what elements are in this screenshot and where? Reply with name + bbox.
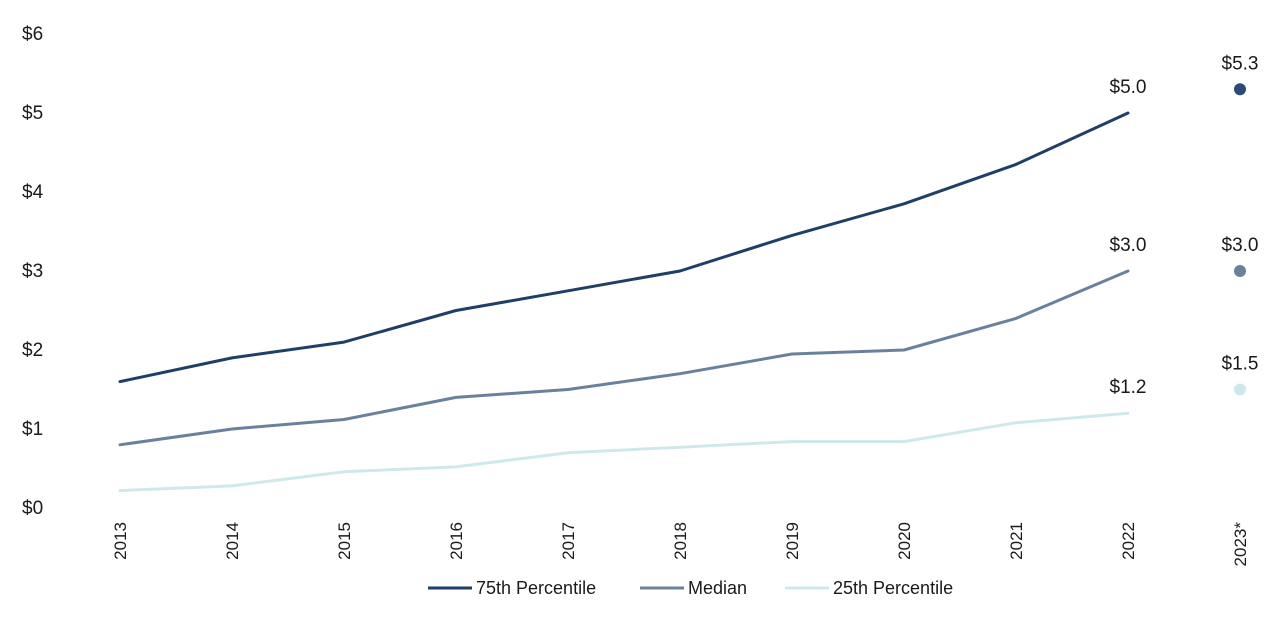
series-line xyxy=(118,269,1130,447)
data-label: $3.0 xyxy=(1110,235,1147,256)
y-axis: $0 $1 $2 $3 $4 $5 $6 xyxy=(22,24,44,519)
end-labels: $5.0 $3.0 $1.2 xyxy=(1110,77,1147,398)
data-label: $5.3 xyxy=(1222,53,1259,74)
x-tick-label: 2021 xyxy=(1007,522,1026,560)
x-tick-label: 2017 xyxy=(559,522,578,560)
x-tick-label: 2014 xyxy=(223,522,242,560)
y-tick-label: $4 xyxy=(22,182,44,203)
y-tick-label: $1 xyxy=(22,419,43,440)
data-label: $5.0 xyxy=(1110,77,1147,98)
projection-point xyxy=(1234,383,1246,396)
x-tick-label: 2015 xyxy=(335,522,354,560)
x-tick-label: 2023* xyxy=(1231,522,1250,567)
legend: 75th Percentile Median 25th Percentile xyxy=(428,578,953,598)
x-axis: 2013 2014 2015 2016 2017 2018 2019 2020 2021 2022… xyxy=(111,522,1250,567)
data-label: $1.2 xyxy=(1110,377,1147,398)
legend-label: 25th Percentile xyxy=(833,578,953,598)
x-tick-label: 2016 xyxy=(447,522,466,560)
y-tick-label: $2 xyxy=(22,340,43,361)
legend-item: 25th Percentile xyxy=(785,578,953,598)
series-line xyxy=(118,411,1130,493)
series-line xyxy=(118,111,1130,384)
legend-label: 75th Percentile xyxy=(476,578,596,598)
legend-label: Median xyxy=(688,578,747,598)
y-tick-label: $5 xyxy=(22,103,43,124)
data-label: $1.5 xyxy=(1222,354,1259,375)
y-tick-label: $3 xyxy=(22,261,43,282)
series-lines xyxy=(118,111,1130,493)
projection-points: $5.3 $3.0 $1.5 xyxy=(1222,53,1259,396)
data-label: $3.0 xyxy=(1222,235,1259,256)
x-tick-label: 2019 xyxy=(783,522,802,560)
projection-point xyxy=(1234,265,1246,277)
legend-item: Median xyxy=(640,578,747,598)
legend-item: 75th Percentile xyxy=(428,578,596,598)
x-tick-label: 2020 xyxy=(895,522,914,560)
x-tick-label: 2018 xyxy=(671,522,690,560)
y-tick-label: $6 xyxy=(22,24,43,45)
x-tick-label: 2013 xyxy=(111,522,130,560)
x-tick-label: 2022 xyxy=(1119,522,1138,560)
projection-point xyxy=(1234,83,1246,96)
y-tick-label: $0 xyxy=(22,498,43,519)
